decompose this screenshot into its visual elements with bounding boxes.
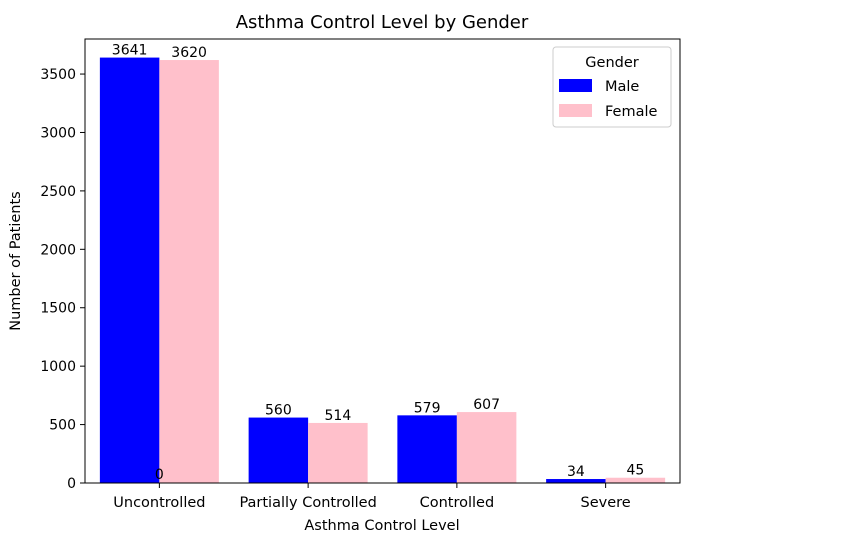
- y-tick-label-500: 500: [49, 418, 76, 434]
- legend-swatch-female: [559, 104, 592, 117]
- bar-male-3: [546, 479, 606, 483]
- y-tick-label-1000: 1000: [40, 359, 76, 375]
- bar-male-1: [248, 417, 309, 483]
- data-labels-layer: 3641 3620 560 514 579 607 34 45 0: [112, 43, 644, 483]
- y-tick-label-1500: 1500: [40, 301, 76, 317]
- bar-male-2: [397, 415, 457, 483]
- legend: Gender Male Female: [552, 46, 672, 128]
- axes-layer: 0 500 1000 1500 2000 2500 3000 3500 Uncontrolled…: [40, 38, 681, 511]
- data-label-male-1: 560: [265, 403, 292, 419]
- data-label-male-3: 34: [567, 464, 585, 480]
- data-label-female-0: 3620: [171, 45, 207, 61]
- x-tick-label-0: Uncontrolled: [113, 495, 205, 511]
- data-label-female-1: 514: [325, 408, 352, 424]
- legend-label-female: Female: [605, 104, 658, 120]
- data-label-male-2: 579: [414, 400, 441, 416]
- y-tick-label-3000: 3000: [40, 125, 76, 141]
- x-tick-label-2: Controlled: [420, 495, 495, 511]
- x-axis-label: Asthma Control Level: [304, 518, 459, 534]
- data-label-male-0: 3641: [112, 43, 148, 59]
- bar-female-2: [456, 412, 517, 483]
- bar-female-0: [159, 60, 219, 483]
- y-tick-label-2500: 2500: [40, 184, 76, 200]
- y-tick-label-0: 0: [67, 476, 76, 492]
- bar-female-1: [308, 422, 368, 483]
- legend-label-male: Male: [605, 79, 639, 95]
- legend-title: Gender: [585, 55, 638, 71]
- bar-female-3: [605, 477, 666, 483]
- y-tick-label-2000: 2000: [40, 242, 76, 258]
- x-tick-label-3: Severe: [581, 495, 631, 511]
- data-label-female-2: 607: [473, 397, 500, 413]
- y-tick-label-3500: 3500: [40, 67, 76, 83]
- bars-layer: [99, 57, 666, 484]
- legend-swatch-male: [559, 79, 592, 92]
- chart-title: Asthma Control Level by Gender: [236, 12, 529, 33]
- plot-frame: [84, 38, 681, 484]
- y-axis-label: Number of Patients: [8, 191, 24, 331]
- data-label-female-3: 45: [626, 463, 644, 479]
- bar-male-0: [99, 57, 160, 484]
- zero-annotation: 0: [155, 467, 164, 483]
- x-tick-label-1: Partially Controlled: [239, 495, 376, 511]
